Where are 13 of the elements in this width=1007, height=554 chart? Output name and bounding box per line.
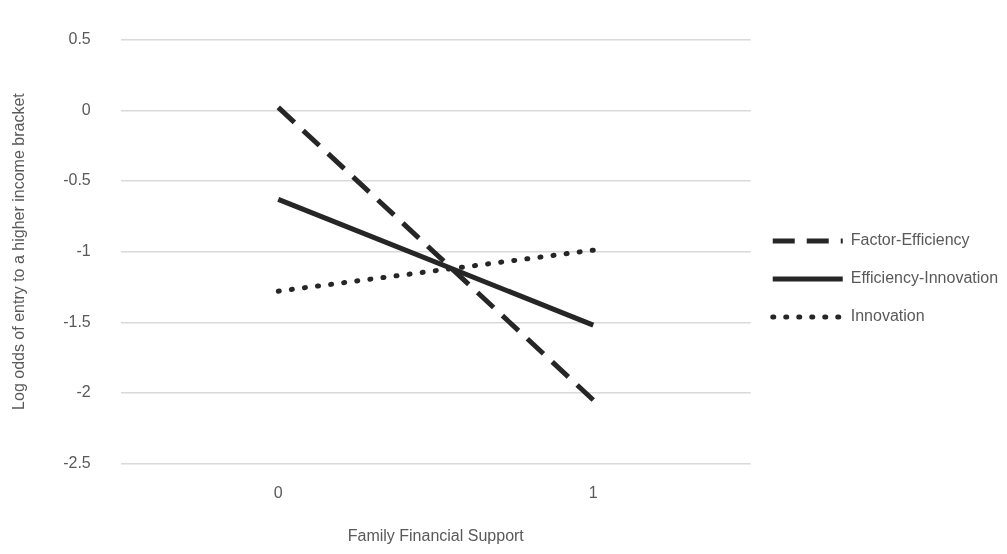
legend-label: Efficiency-Innovation — [850, 269, 999, 287]
y-tick-label: -2 — [76, 383, 91, 401]
y-tick-label: 0.5 — [68, 30, 91, 48]
y-tick-label: -0.5 — [63, 171, 91, 189]
y-axis-title: Log odds of entry to a higher income bracket — [10, 92, 28, 410]
y-tick-label: 0 — [81, 100, 91, 118]
y-tick-label: -1.5 — [63, 312, 91, 330]
x-tick-label: 1 — [588, 483, 598, 501]
y-tick-label: -2.5 — [63, 454, 91, 472]
legend-label: Factor-Efficiency — [850, 231, 970, 249]
x-axis-title: Family Financial Support — [347, 526, 525, 544]
y-tick-label: -1 — [76, 242, 91, 260]
legend-label: Innovation — [850, 307, 925, 325]
